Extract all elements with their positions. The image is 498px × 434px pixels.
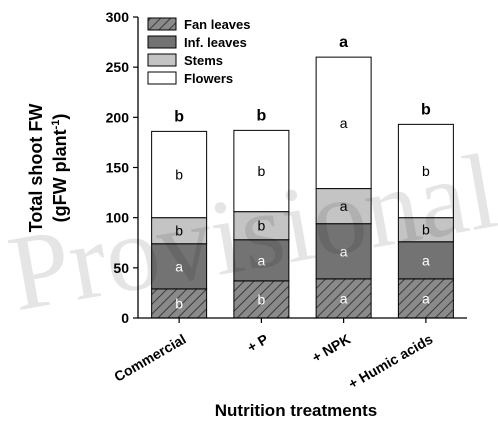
- legend-swatch: [147, 35, 177, 49]
- bar-segment: [397, 123, 454, 219]
- segment-letter: a: [257, 252, 265, 268]
- y-axis-subtitle: (gFW plant-1): [50, 114, 70, 223]
- x-category-label: Commercial: [111, 331, 188, 385]
- legend-label: Flowers: [184, 71, 233, 86]
- total-letter: b: [421, 101, 431, 118]
- bar-segment: [315, 188, 372, 225]
- x-axis-title: Nutrition treatments: [215, 401, 377, 420]
- legend-swatch: [147, 71, 177, 85]
- y-tick-label: 250: [106, 59, 130, 75]
- segment-letter: b: [422, 222, 430, 238]
- x-category-label: + P: [244, 331, 271, 356]
- x-category-label: + NPK: [309, 331, 353, 366]
- y-tick-label: 0: [121, 310, 129, 326]
- y-tick-label: 150: [106, 160, 130, 176]
- legend-swatch: [147, 53, 177, 67]
- segment-letter: b: [175, 223, 183, 239]
- segment-letter: b: [422, 163, 430, 179]
- bar-segment: [233, 211, 290, 241]
- segment-letter: a: [422, 290, 430, 306]
- bar-segment: [315, 56, 372, 190]
- y-tick-label: 300: [106, 9, 130, 25]
- bar-segment: [151, 243, 208, 290]
- segment-letter: a: [422, 252, 430, 268]
- legend-label: Stems: [184, 53, 223, 68]
- segment-letter: b: [257, 163, 265, 179]
- y-tick-label: 200: [106, 109, 130, 125]
- x-category-label: + Humic acids: [345, 331, 435, 392]
- segment-letter: b: [257, 291, 265, 307]
- legend-label: Inf. leaves: [184, 35, 247, 50]
- y-axis-title: Total shoot FW: [26, 104, 46, 233]
- bar-segment: [151, 288, 208, 319]
- segment-letter: a: [340, 115, 348, 131]
- segment-letter: a: [340, 290, 348, 306]
- y-tick-label: 100: [106, 210, 130, 226]
- bar-segment: [233, 239, 290, 282]
- segment-letter: b: [257, 218, 265, 234]
- segment-letter: a: [175, 258, 183, 274]
- total-letter: a: [339, 34, 348, 51]
- segment-letter: a: [340, 198, 348, 214]
- segment-letter: b: [175, 295, 183, 311]
- total-letter: b: [256, 107, 266, 124]
- bar-segment: [151, 130, 208, 219]
- bar-segment: [315, 223, 372, 280]
- legend-label: Fan leaves: [184, 17, 251, 32]
- total-letter: b: [174, 108, 184, 125]
- segment-letter: b: [175, 167, 183, 183]
- y-tick-label: 50: [113, 260, 129, 276]
- bar-segment: [233, 129, 290, 213]
- bar-segment: [397, 217, 454, 243]
- segment-letter: a: [340, 243, 348, 259]
- legend-swatch: [147, 17, 177, 31]
